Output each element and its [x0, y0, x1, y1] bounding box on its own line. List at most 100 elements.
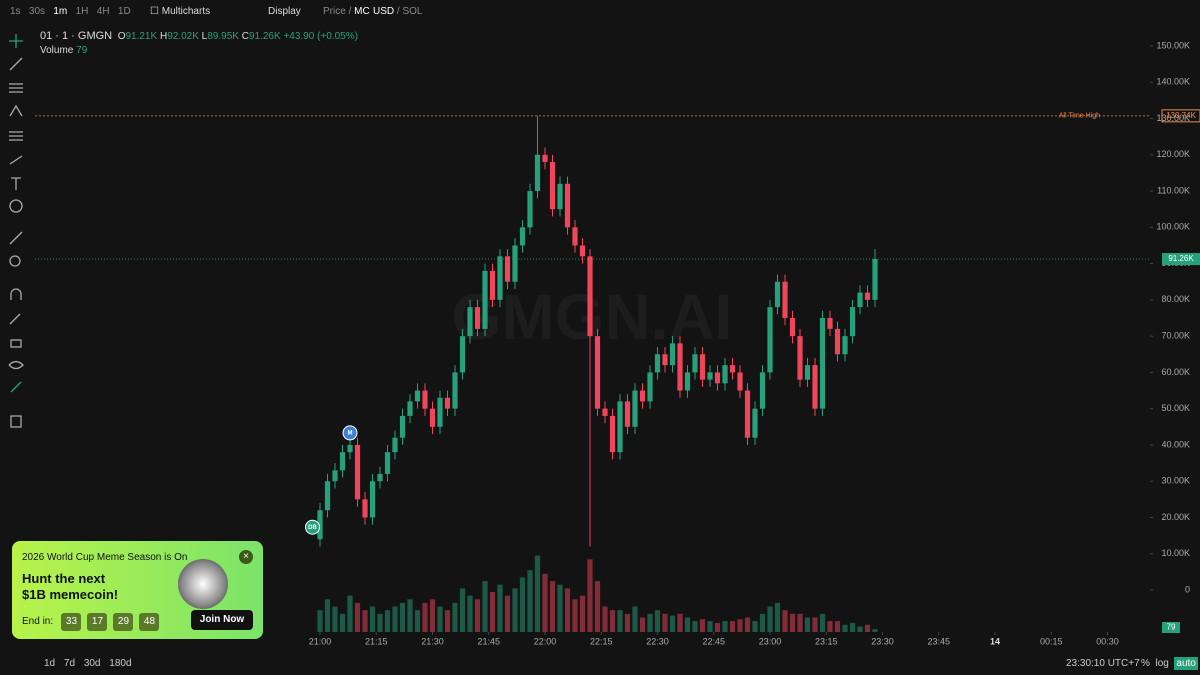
headline-1: Hunt the next — [22, 571, 106, 586]
y-tick-label: 0 — [1185, 584, 1190, 594]
candle-body — [624, 401, 631, 427]
candle-body — [369, 481, 376, 518]
h-label: H — [159, 31, 168, 42]
volume-bar — [527, 570, 533, 632]
volume-bar — [324, 599, 331, 632]
volume-bar — [354, 602, 361, 632]
y-tick-label: 110.00K — [1157, 185, 1190, 195]
marker — [342, 425, 358, 441]
log[interactable]: log — [1155, 658, 1169, 669]
volume-bar — [399, 602, 406, 632]
volume-bar — [699, 619, 706, 632]
volume-bar — [789, 613, 796, 632]
price-mc[interactable]: Price / MC — [323, 6, 370, 17]
candle-body — [737, 372, 743, 391]
x-tick-label: 22:45 — [702, 636, 725, 646]
y-tick-label: 130.00K — [1156, 113, 1190, 123]
interval[interactable]: 30s — [28, 6, 46, 17]
candle-body — [632, 390, 638, 427]
drawing-toolbar — [8, 34, 24, 428]
interval[interactable]: 4H — [96, 6, 110, 17]
candle-body — [557, 183, 563, 210]
interval[interactable]: 1m — [53, 6, 68, 17]
volume-bar — [347, 595, 353, 632]
close[interactable]: × — [239, 550, 253, 564]
candle-body — [864, 292, 871, 300]
volume-bar — [684, 617, 691, 632]
interval[interactable]: 1H — [75, 6, 89, 17]
interval[interactable]: 1s — [10, 6, 21, 17]
volume-bar — [669, 615, 676, 632]
volume-bar — [384, 610, 391, 632]
join-button[interactable]: Join Now — [191, 610, 253, 630]
candle-body — [677, 343, 683, 391]
candle-body — [872, 259, 878, 300]
range[interactable]: 180d — [109, 658, 132, 669]
candle-body — [699, 354, 706, 380]
volume-bar — [489, 592, 496, 632]
volume-bar — [549, 581, 556, 632]
volume-bar — [744, 617, 751, 632]
volume-bar — [392, 606, 398, 632]
candle-body — [669, 343, 676, 366]
auto[interactable]: auto — [1174, 657, 1198, 670]
promo-headline: Hunt the next $1B memecoin! — [22, 571, 118, 603]
marker-label: DB — [308, 525, 317, 531]
candle-body — [332, 470, 338, 482]
volume-bar — [849, 622, 856, 632]
ath-tag — [1161, 109, 1200, 123]
candle-body — [804, 365, 811, 380]
volume-bar — [609, 610, 616, 632]
percent[interactable]: % — [1141, 658, 1150, 669]
candle-body — [834, 328, 841, 355]
volume-tag — [1162, 622, 1180, 633]
candle-body — [512, 245, 518, 282]
o-label: O — [117, 31, 126, 42]
candle-body — [467, 307, 473, 337]
promo-title: 2026 World Cup Meme Season is On — [22, 552, 188, 563]
candle-body — [482, 270, 488, 329]
end-label: End in: — [22, 616, 54, 627]
last-price-tag — [1162, 253, 1200, 266]
candle-body — [339, 452, 346, 471]
range[interactable]: 7d — [63, 658, 76, 669]
range[interactable]: 30d — [83, 658, 101, 669]
candle-body — [384, 452, 391, 474]
display[interactable]: Display — [268, 6, 301, 17]
candle-body — [429, 408, 436, 427]
volume-bar — [767, 606, 773, 632]
volume-bar — [422, 602, 428, 632]
currency[interactable]: USD / SOL — [373, 6, 423, 17]
range[interactable]: 1d — [44, 658, 56, 669]
candle-body — [564, 183, 571, 228]
last-price-label: 91.26K — [1168, 254, 1194, 263]
candle-body — [789, 317, 796, 337]
x-tick-label: 14 — [990, 636, 1000, 646]
multicharts[interactable]: ☐ Multicharts — [150, 6, 211, 17]
candle-body — [752, 408, 758, 438]
promo-card: 2026 World Cup Meme Season is On × Hunt … — [12, 541, 263, 639]
volume-bar — [482, 581, 488, 632]
volume-bar — [759, 613, 766, 632]
volume-bar — [639, 617, 646, 632]
x-tick-label: 21:15 — [365, 636, 388, 646]
volume-bar — [534, 555, 541, 632]
candle-body — [542, 154, 548, 163]
y-tick-label: 80.00K — [1161, 294, 1190, 304]
volume-bar — [842, 624, 848, 632]
volume-bar — [572, 599, 578, 632]
candle-body — [707, 372, 713, 380]
x-tick-label: 23:45 — [927, 636, 950, 646]
candle-body — [579, 245, 586, 257]
interval[interactable]: 1D — [117, 6, 131, 17]
volume-bar — [317, 610, 323, 632]
volume-bar — [819, 613, 826, 632]
volume-bar — [752, 621, 758, 632]
volume-bar — [714, 622, 721, 632]
c-label: C — [241, 31, 249, 42]
volume-bar — [377, 613, 383, 632]
x-tick-label: 21:30 — [421, 636, 444, 646]
y-tick-label: 140.00K — [1156, 77, 1190, 87]
multicharts-label: Multicharts — [161, 6, 211, 17]
l-value: 89.95K — [207, 31, 239, 42]
